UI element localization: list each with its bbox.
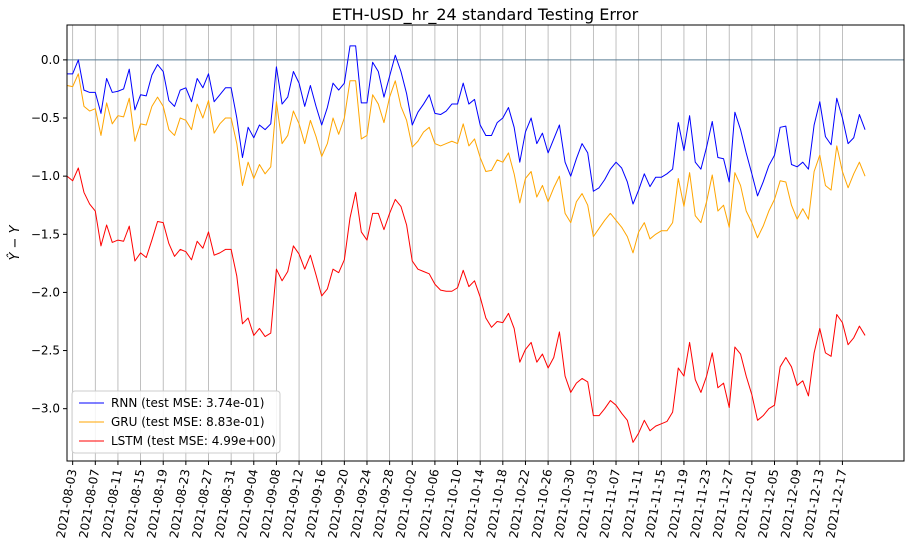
x-tick-label: 2021-10-26 bbox=[529, 468, 555, 539]
series-lines bbox=[66, 45, 866, 443]
legend-label: LSTM (test MSE: 4.99e+00) bbox=[111, 434, 276, 448]
x-tick-label: 2021-08-15 bbox=[122, 468, 148, 539]
x-tick-label: 2021-10-22 bbox=[507, 468, 533, 539]
x-tick-label: 2021-08-19 bbox=[144, 468, 170, 539]
x-tick-label: 2021-08-31 bbox=[212, 468, 238, 539]
x-tick-label: 2021-10-30 bbox=[552, 468, 578, 539]
x-tick-label: 2021-11-07 bbox=[597, 468, 623, 539]
x-tick-label: 2021-11-11 bbox=[620, 468, 646, 539]
y-tick-label: −1.0 bbox=[31, 169, 60, 183]
legend-box bbox=[71, 390, 281, 454]
series-line-rnn bbox=[67, 45, 866, 205]
y-tick-label: −0.5 bbox=[31, 111, 60, 125]
plot-area-frame bbox=[66, 24, 905, 462]
x-tick-label: 2021-10-06 bbox=[416, 468, 442, 539]
x-tick-label: 2021-11-27 bbox=[710, 468, 736, 539]
y-tick-label: −3.0 bbox=[31, 402, 60, 416]
y-axis-label: Ŷ − Y bbox=[7, 224, 23, 260]
series-line-lstm bbox=[66, 167, 866, 443]
x-tick-label: 2021-11-15 bbox=[642, 468, 668, 539]
x-tick-label: 2021-12-17 bbox=[823, 468, 849, 539]
y-tick-label: −1.5 bbox=[31, 227, 60, 241]
x-tick-label: 2021-10-10 bbox=[439, 468, 465, 539]
y-tick-label: −2.0 bbox=[31, 285, 60, 299]
x-tick-label: 2021-12-05 bbox=[756, 468, 782, 539]
x-tick-label: 2021-11-23 bbox=[688, 468, 714, 539]
x-tick-label: 2021-10-18 bbox=[484, 468, 510, 539]
x-tick-label: 2021-09-20 bbox=[325, 468, 351, 539]
chart-title: ETH-USD_hr_24 standard Testing Error bbox=[332, 5, 639, 25]
legend-label: RNN (test MSE: 3.74e-01) bbox=[111, 396, 264, 410]
vertical-grid bbox=[72, 25, 843, 461]
legend: RNN (test MSE: 3.74e-01) GRU (test MSE: 8… bbox=[71, 390, 281, 454]
x-tick-label: 2021-08-11 bbox=[99, 468, 125, 539]
x-tick-label: 2021-08-27 bbox=[190, 468, 216, 539]
x-axis-ticks: 2021-08-032021-08-072021-08-112021-08-15… bbox=[54, 461, 849, 539]
x-tick-label: 2021-09-08 bbox=[257, 468, 283, 539]
x-tick-label: 2021-12-13 bbox=[801, 468, 827, 539]
x-tick-label: 2021-12-09 bbox=[778, 468, 804, 539]
y-tick-label: −2.5 bbox=[31, 344, 60, 358]
x-tick-label: 2021-08-03 bbox=[54, 468, 80, 539]
x-tick-label: 2021-09-24 bbox=[348, 468, 374, 539]
x-tick-label: 2021-09-04 bbox=[235, 468, 261, 539]
x-tick-label: 2021-09-16 bbox=[303, 468, 329, 539]
series-line-gru bbox=[66, 73, 866, 254]
x-tick-label: 2021-10-14 bbox=[461, 468, 487, 539]
x-tick-label: 2021-10-02 bbox=[393, 468, 419, 539]
y-tick-label: 0.0 bbox=[41, 53, 60, 67]
x-tick-label: 2021-09-28 bbox=[371, 468, 397, 539]
x-tick-label: 2021-08-07 bbox=[76, 468, 102, 539]
y-axis-ticks: 0.0 −0.5 −1.0 −1.5 −2.0 −2.5 −3.0 bbox=[31, 53, 67, 416]
legend-label: GRU (test MSE: 8.83e-01) bbox=[111, 415, 265, 429]
x-tick-label: 2021-09-12 bbox=[280, 468, 306, 539]
x-tick-label: 2021-08-23 bbox=[167, 468, 193, 539]
x-tick-label: 2021-12-01 bbox=[733, 468, 759, 539]
x-tick-label: 2021-11-03 bbox=[574, 468, 600, 539]
x-tick-label: 2021-11-19 bbox=[665, 468, 691, 539]
